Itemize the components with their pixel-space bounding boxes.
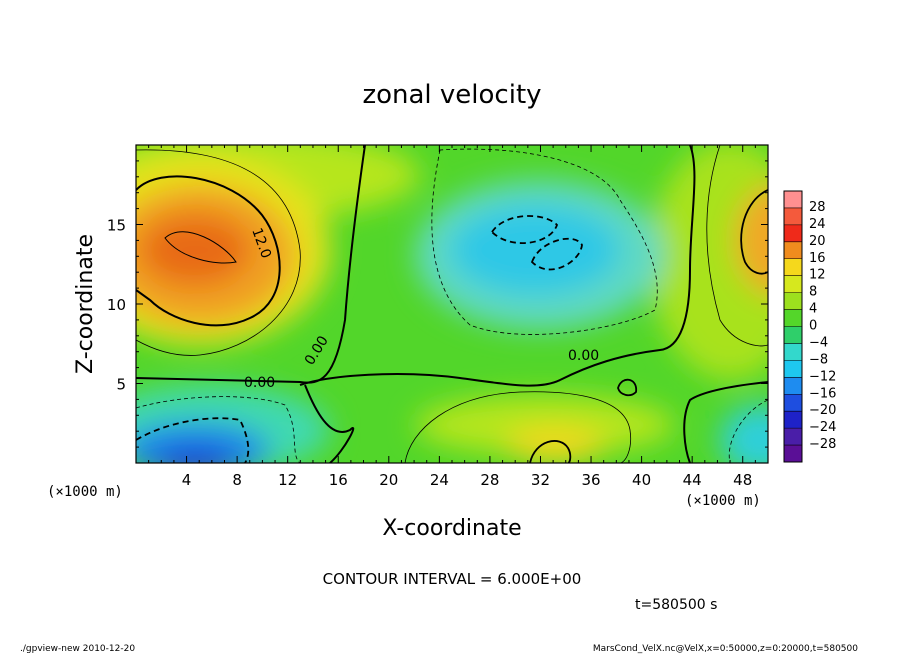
colorbar-swatch [784, 191, 802, 209]
x-axis-unit: (×1000 m) [685, 493, 761, 509]
footer-right: MarsCond_VelX.nc@VelX,x=0:50000,z=0:2000… [593, 644, 858, 654]
colorbar-swatch [784, 343, 802, 361]
x-tick-label: 36 [581, 471, 600, 489]
x-tick-label: 24 [430, 471, 449, 489]
field-blob-yellowgreen-low [415, 395, 675, 455]
contour-0-lower [299, 145, 696, 387]
contour-interval: CONTOUR INTERVAL = 6.000E+00 [323, 570, 582, 588]
contour-m12-a [490, 215, 559, 244]
colorbar-swatch [784, 394, 802, 412]
colorbar-label: 24 [809, 217, 826, 232]
colorbar-swatch [784, 360, 802, 378]
x-tick-label: 12 [278, 471, 297, 489]
colorbar-label: 12 [809, 268, 826, 283]
contour-lines [136, 145, 768, 463]
footer-left: ./gpview-new 2010-12-20 [20, 644, 135, 654]
y-axis-label: Z-coordinate [73, 234, 98, 374]
colorbar-label: −20 [809, 403, 836, 418]
contour-6-right [706, 145, 768, 347]
field-blob-red-left [140, 215, 250, 285]
contour-12-left [136, 175, 281, 327]
contour-0-right [683, 381, 768, 463]
colorbar-label: 0 [809, 319, 817, 334]
colorbar-swatch [784, 275, 802, 294]
colorbar: 28 24 20 16 12 8 4 0−4 −8 −12 −16 −20 −24 −28 [783, 190, 836, 463]
field-blob-orange-right [735, 185, 768, 295]
x-tick-label: 40 [632, 471, 651, 489]
contour-6-lowmid [404, 391, 632, 463]
y-tick-label: 5 [116, 376, 126, 394]
x-tick-label: 32 [531, 471, 550, 489]
contour-18-left [164, 231, 237, 264]
colorbar-swatch [784, 326, 802, 344]
colorbar-swatch [784, 445, 802, 463]
colorbar-swatch [784, 241, 802, 260]
y-tick-label: 10 [107, 296, 126, 314]
contour-m6-mid [431, 148, 658, 335]
colorbar-swatch [784, 428, 802, 446]
colorbar-swatch [784, 258, 802, 277]
colorbar-swatch [784, 411, 802, 429]
colorbar-swatch [784, 309, 802, 327]
x-tick-label: 16 [329, 471, 348, 489]
x-ticks: 4 8 12 16 20 24 28 32 36 40 44 48 [135, 145, 769, 489]
contour-label-0-c: 0.00 [568, 348, 599, 364]
field-blob-teal-lowright [720, 405, 768, 463]
colorbar-swatch [784, 377, 802, 395]
colorbar-label: 4 [809, 302, 817, 317]
x-axis-label: X-coordinate [382, 516, 521, 541]
contour-12-right [740, 189, 768, 275]
contour-12-lowmid [529, 440, 572, 463]
colorbar-label: 8 [809, 285, 817, 300]
colorbar-label: −28 [809, 437, 836, 452]
colorbar-label: −8 [809, 352, 828, 367]
y-ticks: 5 10 15 [107, 144, 768, 464]
colorbar-label: 28 [809, 200, 826, 215]
contour-m12-lowleft [136, 417, 250, 463]
field-blob-yellow-low [505, 427, 605, 463]
colorbar-label: 16 [809, 251, 826, 266]
colorbar-label: −4 [809, 335, 828, 350]
field-blob-darkblue-lowleft [155, 448, 235, 463]
x-tick-label: 8 [232, 471, 242, 489]
colorbar-label: −16 [809, 386, 836, 401]
contour-m12-b [530, 237, 583, 271]
colorbar-label: 20 [809, 234, 826, 249]
x-tick-label: 44 [683, 471, 702, 489]
colorbar-swatch [784, 292, 802, 311]
colorbar-label: −24 [809, 420, 836, 435]
x-tick-label: 28 [480, 471, 499, 489]
contour-0-bottom-left [304, 384, 355, 463]
colorbar-swatch [784, 224, 802, 243]
x-tick-label: 20 [379, 471, 398, 489]
contour-m6-right [728, 399, 768, 463]
y-axis-unit: (×1000 m) [47, 484, 123, 500]
contour-m6-lowleft [136, 396, 301, 463]
x-tick-label: 48 [733, 471, 752, 489]
contour-small-loop [617, 378, 637, 397]
chart-title: zonal velocity [362, 80, 541, 110]
x-tick-label: 4 [182, 471, 192, 489]
contour-label-0-b: 0.00 [244, 375, 275, 391]
plot-field [136, 145, 768, 463]
field-blob-lightblue-mid [450, 205, 620, 295]
y-tick-label: 15 [107, 217, 126, 235]
colorbar-swatch [784, 207, 802, 226]
field-blob-yellowgreen-right [650, 145, 768, 380]
time-label: t=580500 s [635, 597, 717, 613]
colorbar-label: −12 [809, 369, 836, 384]
